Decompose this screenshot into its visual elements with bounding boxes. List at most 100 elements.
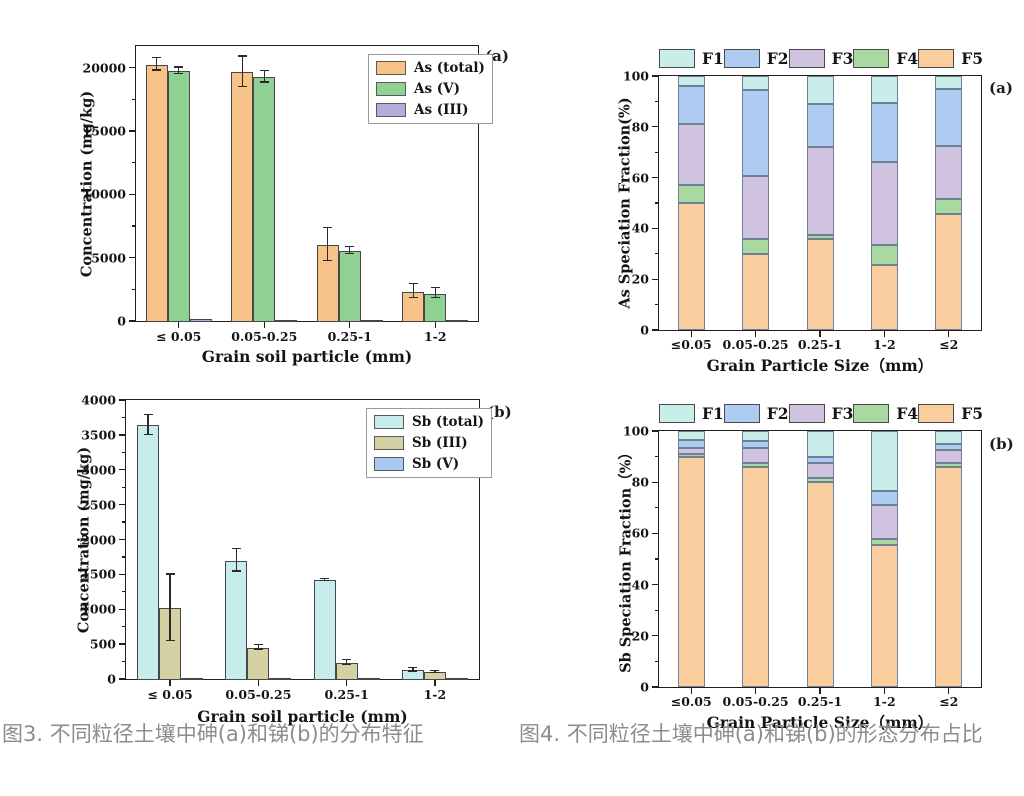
legend-item: As (V) bbox=[376, 81, 485, 97]
error-bar-cap bbox=[345, 245, 355, 247]
y-axis-minor-tick bbox=[655, 100, 658, 102]
x-axis-tick bbox=[263, 322, 265, 328]
segment-f2-1 bbox=[742, 89, 770, 177]
y-axis-tick bbox=[652, 227, 658, 230]
x-tick-label: 1-2 bbox=[873, 337, 896, 352]
legend: As (total) As (V) As (III) bbox=[368, 54, 493, 124]
error-bar-cap bbox=[342, 659, 352, 661]
x-axis-title: Grain Particle Size（mm） bbox=[706, 713, 934, 732]
legend-item: As (III) bbox=[376, 102, 485, 118]
x-axis-tick bbox=[178, 322, 180, 328]
segment-f4-4 bbox=[935, 199, 963, 215]
y-axis-tick bbox=[129, 130, 135, 132]
segment-f2-0 bbox=[677, 439, 705, 448]
legend-item: F1 bbox=[659, 403, 724, 423]
y-axis-tick bbox=[652, 481, 658, 483]
y-tick-label: 500 bbox=[89, 636, 116, 652]
segment-f1-0 bbox=[677, 431, 705, 440]
segment-f1-1 bbox=[742, 431, 770, 442]
x-axis-tick bbox=[754, 331, 757, 337]
y-axis-minor-tick bbox=[122, 591, 125, 593]
segment-f3-3 bbox=[870, 162, 898, 245]
y-axis-tick bbox=[652, 686, 658, 688]
bar-as-v--1 bbox=[253, 77, 276, 322]
segment-f1-3 bbox=[870, 76, 898, 103]
y-tick-label: 2000 bbox=[81, 532, 116, 547]
legend-swatch bbox=[659, 403, 695, 423]
x-tick-label: ≤0.05 bbox=[670, 337, 712, 352]
legend-swatch bbox=[853, 403, 890, 423]
legend-swatch bbox=[853, 48, 890, 68]
y-axis-tick bbox=[652, 329, 658, 331]
y-tick-label: 0 bbox=[640, 322, 649, 338]
legend-label: As (total) bbox=[414, 60, 485, 76]
error-bar bbox=[412, 667, 414, 671]
legend-swatch bbox=[723, 48, 760, 68]
legend-label: F2 bbox=[766, 48, 789, 68]
y-axis-minor-tick bbox=[655, 253, 658, 255]
error-bar-cap bbox=[320, 579, 330, 581]
segment-f1-2 bbox=[806, 431, 834, 457]
legend-label: Sb (III) bbox=[412, 435, 468, 451]
legend-swatch bbox=[788, 403, 825, 423]
x-axis-tick bbox=[754, 688, 757, 694]
legend-swatch bbox=[374, 436, 404, 450]
y-tick-label: 40 bbox=[631, 220, 649, 236]
x-axis-title: Grain soil particle (mm) bbox=[197, 707, 408, 726]
bar-sb-v--1 bbox=[269, 678, 292, 680]
x-tick-label: ≤2 bbox=[939, 337, 959, 352]
legend-item: F2 bbox=[723, 403, 789, 423]
segment-f2-0 bbox=[677, 86, 705, 125]
bar-as-iii--1 bbox=[275, 320, 298, 322]
y-axis-tick bbox=[652, 430, 658, 432]
x-tick-label: 0.25-1 bbox=[327, 329, 372, 344]
segment-f3-2 bbox=[806, 463, 834, 479]
segment-f3-2 bbox=[806, 147, 834, 235]
segment-f5-4 bbox=[935, 466, 963, 687]
segment-f5-1 bbox=[742, 466, 770, 687]
legend: Sb (total) Sb (III) Sb (V) bbox=[366, 408, 493, 478]
segment-f2-2 bbox=[806, 456, 834, 463]
bar-as-iii--0 bbox=[189, 319, 212, 322]
y-axis-minor-tick bbox=[655, 304, 658, 306]
segment-f3-4 bbox=[935, 450, 963, 463]
x-tick-label: 0.05-0.25 bbox=[231, 329, 298, 344]
segment-f3-0 bbox=[677, 124, 705, 186]
y-axis-minor-tick bbox=[122, 521, 125, 523]
legend-label: Sb (total) bbox=[412, 414, 485, 430]
y-tick-label: 60 bbox=[631, 170, 649, 186]
error-bar-cap bbox=[143, 433, 153, 435]
bar-sb-v--3 bbox=[445, 678, 468, 680]
legend-swatch bbox=[723, 403, 760, 423]
legend-label: F3 bbox=[831, 48, 854, 68]
x-tick-label: ≤0.05 bbox=[670, 694, 712, 709]
segment-f4-1 bbox=[742, 463, 770, 467]
error-bar bbox=[412, 283, 414, 298]
y-tick-label: 0 bbox=[107, 671, 116, 687]
error-bar-cap bbox=[408, 666, 418, 669]
segment-f5-2 bbox=[806, 238, 834, 330]
y-axis-tick bbox=[652, 532, 658, 535]
y-tick-label: 3500 bbox=[81, 427, 116, 443]
error-bar bbox=[434, 670, 436, 673]
bar-sb-total--1 bbox=[225, 560, 248, 680]
y-tick-label: 100 bbox=[622, 68, 649, 84]
legend-swatch bbox=[376, 82, 406, 96]
as-concentration-chart: 0 5000 10000 15000 20000 ≤ 0.05 0.05-0.25 0.25-… bbox=[79, 45, 509, 366]
bar-as-total--1 bbox=[231, 72, 254, 322]
x-axis-tick bbox=[434, 322, 436, 328]
panel-label: (b) bbox=[989, 435, 1014, 453]
legend-item: Sb (III) bbox=[374, 435, 484, 451]
legend-item: Sb (total) bbox=[374, 414, 484, 430]
error-bar bbox=[327, 227, 329, 261]
x-axis-tick bbox=[883, 688, 886, 694]
error-bar bbox=[263, 70, 265, 83]
error-bar-cap bbox=[231, 570, 241, 572]
y-tick-label: 20000 bbox=[82, 60, 127, 76]
y-axis-tick bbox=[652, 75, 658, 77]
error-bar-cap bbox=[408, 670, 418, 672]
bar-sb-total--0 bbox=[137, 425, 160, 680]
y-axis-title: Concentration (mg/kg) bbox=[75, 446, 93, 633]
bar-as-iii--3 bbox=[446, 320, 469, 322]
